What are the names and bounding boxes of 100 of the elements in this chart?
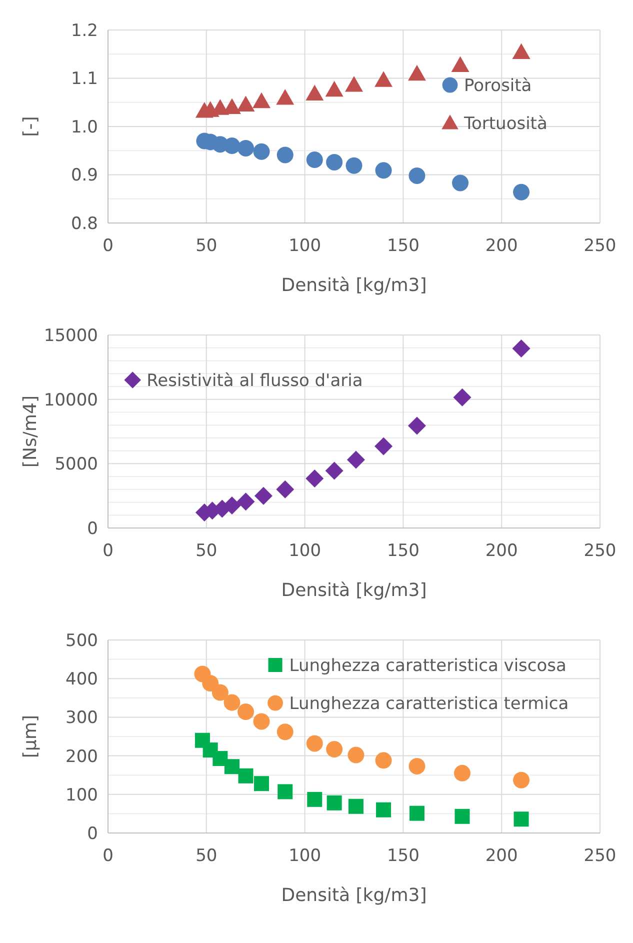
point — [224, 759, 240, 774]
point — [345, 76, 363, 92]
point — [348, 746, 364, 764]
point — [278, 784, 293, 800]
point — [374, 71, 393, 87]
point — [452, 174, 469, 192]
legend-label: Tortuosità — [463, 114, 548, 134]
y-tick-label: 1.2 — [70, 20, 98, 41]
x-tick-label: 150 — [386, 541, 420, 561]
text: 0.9 — [70, 166, 98, 186]
point — [512, 43, 530, 59]
x-tick-label: 100 — [288, 846, 322, 866]
point — [409, 806, 424, 821]
x-tick-label: 150 — [386, 846, 420, 866]
point — [513, 184, 530, 200]
point — [306, 84, 324, 100]
point — [276, 724, 294, 740]
point — [514, 812, 529, 827]
point — [306, 469, 324, 488]
x-tick-label: 50 — [196, 236, 218, 256]
point — [253, 713, 270, 730]
point — [326, 795, 342, 810]
point — [254, 486, 272, 505]
x-tick-label: 50 — [196, 846, 218, 866]
point — [348, 798, 364, 814]
point — [236, 96, 255, 112]
point — [195, 102, 214, 118]
y-axis-title: [-] — [20, 116, 41, 137]
x-tick-label: 150 — [386, 236, 420, 256]
point — [238, 704, 254, 720]
point — [454, 764, 470, 782]
point — [375, 752, 392, 769]
point — [306, 152, 323, 168]
y-tick-label: 300 — [66, 708, 98, 728]
point — [306, 735, 323, 752]
legend-label: Lunghezza caratteristica viscosa — [289, 656, 566, 676]
y-axis-title: [µm] — [20, 714, 41, 758]
y-tick-label: 1.1 — [70, 69, 98, 90]
x-tick-label: 0 — [102, 541, 114, 561]
legend-label: Lunghezza caratteristica termica — [289, 694, 569, 714]
point — [408, 416, 426, 435]
point — [346, 450, 365, 469]
point — [408, 758, 426, 774]
legend-label: Resistività al flusso d'aria — [146, 370, 363, 391]
point — [252, 92, 271, 108]
x-tick-label: 50 — [196, 541, 218, 561]
y-tick-label: 1.0 — [70, 117, 98, 138]
x-tick-label: 0 — [102, 236, 114, 256]
x-tick-label: 250 — [584, 846, 616, 866]
x-tick-label: 200 — [485, 541, 518, 561]
point — [374, 437, 393, 456]
y-axis-title: [Ns/m4] — [20, 396, 41, 468]
point — [453, 388, 472, 406]
point — [454, 808, 470, 824]
y-tick-label: 15000 — [44, 326, 98, 346]
x-axis-title: Densità [kg/m3] — [281, 885, 427, 906]
point — [451, 56, 470, 72]
point — [254, 776, 270, 792]
y-tick-label: 0 — [87, 518, 98, 539]
point — [194, 666, 211, 682]
y-tick-label: 200 — [66, 746, 98, 767]
x-axis-title: Densità [kg/m3] — [281, 275, 427, 296]
point — [276, 89, 294, 105]
point — [238, 768, 254, 784]
y-tick-label: 5000 — [54, 454, 98, 475]
legend-label: Porosità — [464, 76, 532, 96]
point — [326, 740, 343, 758]
point — [224, 694, 240, 711]
point — [375, 162, 392, 179]
x-tick-label: 250 — [584, 236, 616, 256]
x-axis-title: Densità [kg/m3] — [281, 580, 427, 601]
point — [307, 792, 322, 807]
point — [212, 684, 228, 701]
y-tick-label: 10000 — [44, 390, 98, 410]
x-tick-label: 100 — [288, 541, 322, 561]
x-tick-label: 200 — [485, 236, 518, 256]
y-tick-label: 400 — [66, 670, 98, 690]
point — [512, 340, 530, 358]
point — [253, 143, 270, 160]
point — [376, 802, 392, 818]
point — [408, 64, 426, 81]
point — [236, 492, 255, 511]
point — [276, 480, 294, 498]
point — [276, 146, 294, 164]
point — [408, 167, 426, 184]
x-tick-label: 100 — [288, 236, 322, 256]
point — [326, 154, 343, 170]
y-tick-label: 100 — [66, 785, 98, 806]
x-tick-label: 0 — [102, 846, 114, 866]
point — [325, 80, 344, 97]
point — [346, 157, 362, 174]
point — [513, 772, 530, 788]
point — [238, 140, 254, 156]
y-tick-label: 500 — [66, 630, 98, 651]
x-tick-label: 250 — [584, 541, 616, 561]
point — [194, 732, 210, 748]
x-tick-label: 200 — [485, 846, 518, 866]
y-tick-label: 0 — [87, 824, 98, 844]
point — [325, 462, 344, 480]
y-tick-label: 0.8 — [70, 214, 98, 234]
